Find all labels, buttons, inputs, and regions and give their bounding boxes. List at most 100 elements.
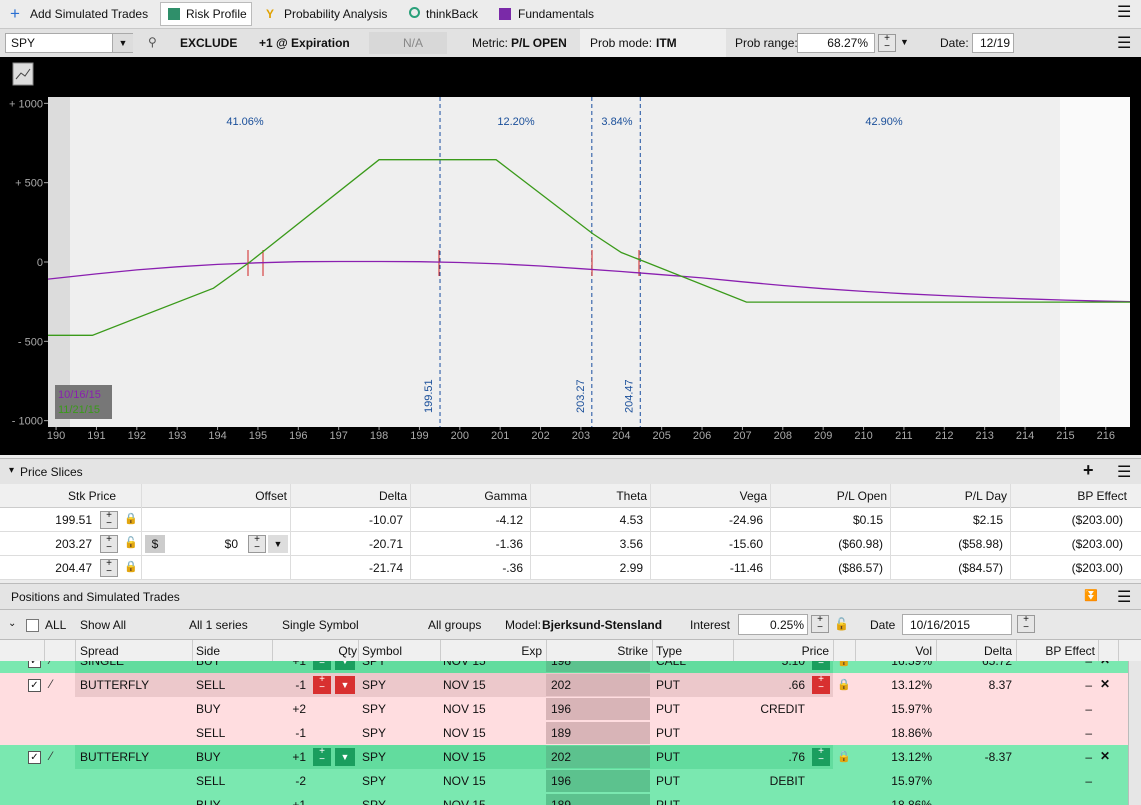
row-main-band: [75, 745, 833, 769]
cell-type: PUT: [656, 774, 680, 788]
qty-dropdown: ▼: [335, 676, 355, 694]
toolbar: SPY ▼ ⚲ EXCLUDE +1 @ Expiration N/A Metr…: [0, 29, 1141, 58]
cell-symbol: SPY: [362, 774, 387, 788]
cell-spread: BUTTERFLY: [80, 750, 150, 764]
cell-qty: -2: [295, 774, 306, 788]
outside-area: [1060, 97, 1130, 427]
prob-range-box[interactable]: [797, 33, 875, 53]
cell-strike: 196: [551, 702, 572, 716]
cell-qty: +1: [292, 750, 306, 764]
menu-icon[interactable]: ☰: [1117, 589, 1132, 606]
checkbox[interactable]: [26, 619, 39, 632]
tab[interactable]: thinkBack: [426, 7, 479, 21]
cell-side: BUY: [196, 661, 221, 668]
filter-symbol[interactable]: Single Symbol: [282, 618, 359, 632]
column-divider: [770, 484, 771, 580]
strike-cell: [546, 722, 650, 744]
date-label: Date:: [940, 36, 969, 50]
cell-price: CREDIT: [760, 702, 805, 716]
spinner: + −: [100, 511, 118, 529]
spinner[interactable]: + −: [811, 615, 829, 633]
x-tick-label: 213: [975, 430, 993, 442]
date-box[interactable]: [902, 614, 1012, 635]
model[interactable]: Bjerksund-Stensland: [542, 618, 663, 632]
tab[interactable]: Add Simulated Trades: [30, 7, 149, 21]
y-tick-label: - 500: [18, 336, 43, 348]
lock-icon: 🔒: [837, 679, 851, 691]
filter-series[interactable]: All 1 series: [189, 618, 248, 632]
x-tick-label: 211: [895, 430, 913, 442]
tab[interactable]: Probability Analysis: [284, 7, 388, 21]
series-line: [47, 260, 1131, 303]
cell-bp-effect: –: [1085, 702, 1092, 716]
lock-icon: 🔓: [834, 617, 849, 631]
probability-label: 3.84%: [601, 116, 632, 128]
metric[interactable]: P/L OPEN: [511, 36, 567, 50]
menu-icon[interactable]: ☰: [1117, 4, 1132, 21]
menu-icon[interactable]: ☰: [1117, 464, 1132, 481]
tab-bar: + Add Simulated Trades Risk Profile Y Pr…: [0, 0, 1141, 29]
collapse-icon[interactable]: ▾: [9, 465, 15, 476]
plus-icon: +: [10, 4, 20, 23]
column-divider: [855, 640, 856, 661]
chevron[interactable]: ⌄: [8, 618, 17, 629]
column-divider: [192, 640, 193, 661]
prob-mode-bg: [580, 29, 726, 57]
cell-type: PUT: [656, 726, 680, 740]
filter-groups[interactable]: All groups: [428, 618, 482, 632]
cell-type: PUT: [656, 678, 680, 692]
na: N/A: [403, 36, 424, 50]
interest-box[interactable]: [738, 614, 808, 635]
legend-box: [55, 385, 112, 419]
column-header: P/L Day: [964, 489, 1007, 503]
cell-qty: +2: [292, 702, 306, 716]
strike-cell: [546, 698, 650, 720]
exclude[interactable]: EXCLUDE: [180, 36, 238, 50]
tab[interactable]: Fundamentals: [518, 7, 595, 21]
expiration[interactable]: +1 @ Expiration: [259, 36, 350, 50]
dropdown[interactable]: ▼: [112, 34, 133, 52]
prob-mode[interactable]: ITM: [656, 36, 677, 50]
add-slice[interactable]: +: [1083, 460, 1094, 480]
dropdown[interactable]: ▼: [900, 37, 909, 47]
x-tick-label: 212: [935, 430, 953, 442]
cell-exp: NOV 15: [443, 798, 486, 805]
symbol: SPY: [11, 36, 36, 50]
x-tick-label: 199: [410, 430, 428, 442]
remove[interactable]: ✕: [1100, 677, 1111, 691]
chart-icon-glyph: [15, 68, 31, 80]
cell-gamma: -.36: [502, 561, 523, 575]
cell-qty: +1: [292, 661, 306, 668]
column-divider: [1118, 640, 1119, 661]
scrollbar[interactable]: [1128, 661, 1141, 805]
cell-side: SELL: [196, 774, 226, 788]
date: 10/16/2015: [910, 618, 971, 632]
date-box[interactable]: [972, 33, 1014, 53]
x-tick-label: 197: [330, 430, 348, 442]
spinner: + −: [100, 559, 118, 577]
menu-icon[interactable]: ☰: [1117, 35, 1132, 52]
lock-icon: 🔒: [837, 751, 851, 763]
spinner[interactable]: + −: [878, 34, 896, 52]
spinner[interactable]: + −: [1017, 615, 1035, 633]
column-header: Symbol: [362, 644, 403, 658]
cell-symbol: SPY: [362, 750, 387, 764]
filter-show[interactable]: Show All: [80, 618, 127, 632]
cell-type: PUT: [656, 798, 680, 805]
offset-type: $: [145, 535, 165, 553]
remove[interactable]: ✕: [1100, 661, 1110, 667]
lock-icon: 🔒: [124, 513, 138, 525]
slice-label: 204.47: [623, 379, 635, 413]
cell-symbol: SPY: [362, 661, 387, 668]
legend-entry: 11/21/15: [58, 404, 100, 416]
tab[interactable]: Risk Profile: [186, 7, 247, 21]
qty-spinner: + −: [313, 661, 331, 670]
cell-strike: 202: [551, 750, 572, 764]
strike-cell: [546, 661, 650, 672]
lock-icon: 🔒: [837, 661, 851, 667]
qty-dropdown: ▼: [335, 748, 355, 766]
cell-price: .66: [788, 678, 805, 692]
remove[interactable]: ✕: [1100, 749, 1111, 763]
collapse-icon[interactable]: ⏬: [1084, 590, 1098, 602]
cell-symbol: SPY: [362, 726, 387, 740]
